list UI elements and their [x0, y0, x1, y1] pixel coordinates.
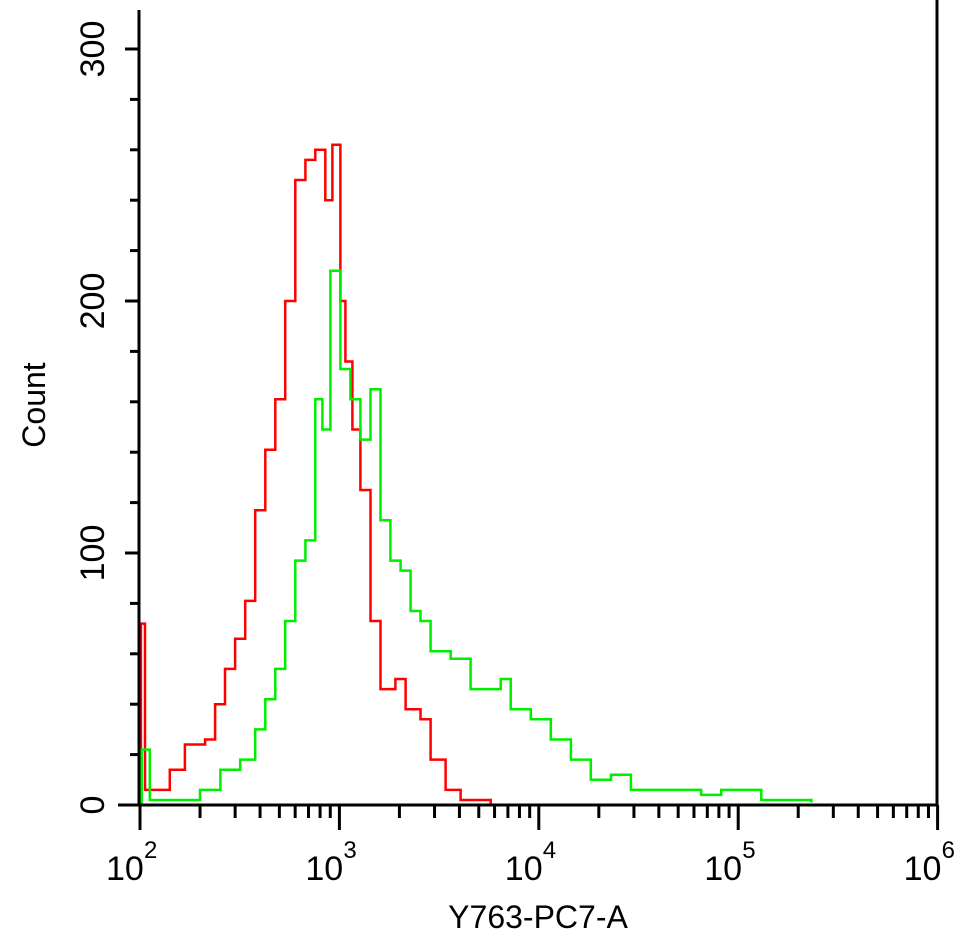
x-tick-label-base: 10 — [505, 850, 543, 888]
x-tick-label-base: 10 — [904, 850, 942, 888]
y-tick-label: 100 — [74, 525, 112, 582]
x-tick-label-exponent: 5 — [742, 837, 755, 864]
y-tick-label: 200 — [74, 273, 112, 330]
series-red-line — [139, 143, 492, 807]
series-green-line — [140, 269, 813, 807]
y-tick-label: 0 — [74, 796, 112, 815]
x-tick-label-base: 10 — [106, 850, 144, 888]
x-tick-label-exponent: 2 — [144, 837, 157, 864]
axis-layer — [118, 0, 939, 807]
y-axis-title: Count — [16, 362, 52, 448]
series-layer — [139, 143, 813, 807]
x-tick-label-exponent: 4 — [543, 837, 556, 864]
x-tick-label-base: 10 — [305, 850, 343, 888]
x-axis-title: Y763-PC7-A — [448, 899, 628, 935]
x-tick-label-exponent: 3 — [343, 837, 356, 864]
y-tick-label: 300 — [74, 21, 112, 78]
x-tick-label-base: 10 — [704, 850, 742, 888]
x-tick-label-exponent: 6 — [942, 837, 955, 864]
